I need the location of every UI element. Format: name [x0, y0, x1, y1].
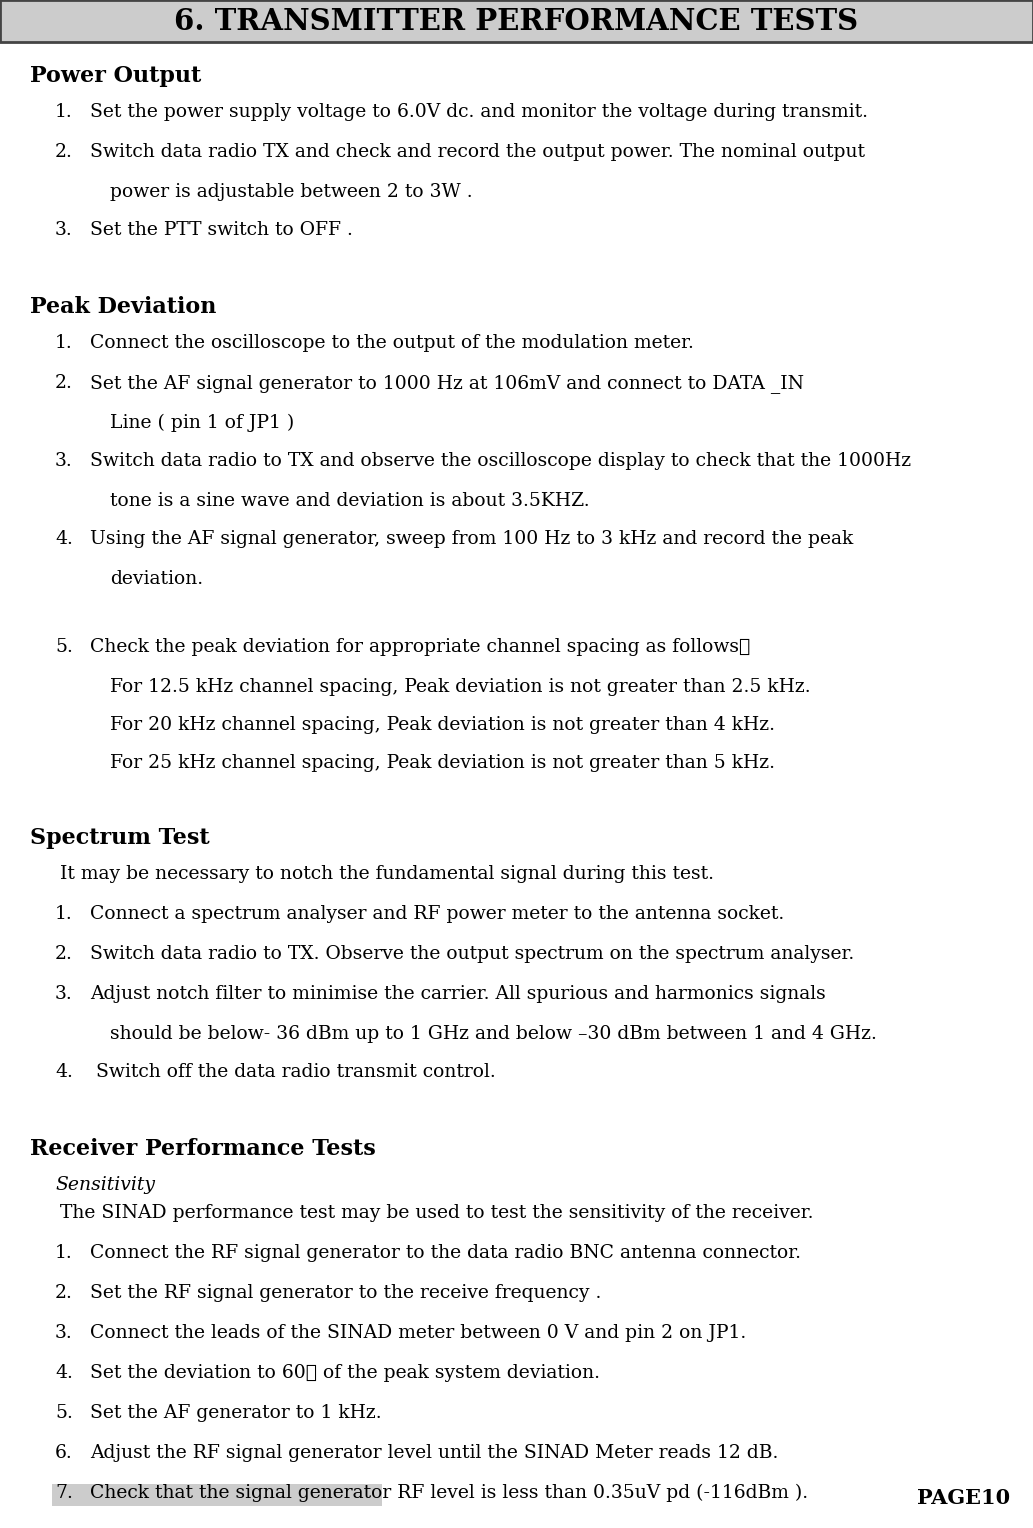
- Text: Peak Deviation: Peak Deviation: [30, 296, 216, 318]
- Text: Set the power supply voltage to 6.0V dc. and monitor the voltage during transmit: Set the power supply voltage to 6.0V dc.…: [90, 102, 868, 121]
- Text: Connect a spectrum analyser and RF power meter to the antenna socket.: Connect a spectrum analyser and RF power…: [90, 905, 784, 923]
- Text: 1.: 1.: [55, 102, 72, 121]
- Text: Switch data radio to TX and observe the oscilloscope display to check that the 1: Switch data radio to TX and observe the …: [90, 452, 911, 471]
- Text: 2.: 2.: [55, 1284, 73, 1302]
- Text: Set the AF signal generator to 1000 Hz at 106mV and connect to DATA _IN: Set the AF signal generator to 1000 Hz a…: [90, 374, 804, 393]
- Text: 6.: 6.: [55, 1444, 72, 1462]
- Text: 3.: 3.: [55, 452, 72, 471]
- Text: Adjust notch filter to minimise the carrier. All spurious and harmonics signals: Adjust notch filter to minimise the carr…: [90, 986, 825, 1002]
- Text: PAGE10: PAGE10: [917, 1488, 1010, 1508]
- Text: Switch data radio TX and check and record the output power. The nominal output: Switch data radio TX and check and recor…: [90, 144, 865, 160]
- Text: 5.: 5.: [55, 1404, 73, 1423]
- Text: Connect the oscilloscope to the output of the modulation meter.: Connect the oscilloscope to the output o…: [90, 335, 694, 351]
- Text: Using the AF signal generator, sweep from 100 Hz to 3 kHz and record the peak: Using the AF signal generator, sweep fro…: [90, 530, 853, 549]
- Text: Switch off the data radio transmit control.: Switch off the data radio transmit contr…: [90, 1063, 496, 1080]
- Text: tone is a sine wave and deviation is about 3.5KHZ.: tone is a sine wave and deviation is abo…: [109, 492, 590, 510]
- Text: Switch data radio to TX. Observe the output spectrum on the spectrum analyser.: Switch data radio to TX. Observe the out…: [90, 944, 854, 963]
- Text: For 25 kHz channel spacing, Peak deviation is not greater than 5 kHz.: For 25 kHz channel spacing, Peak deviati…: [109, 753, 775, 772]
- Text: 4.: 4.: [55, 1063, 73, 1080]
- FancyBboxPatch shape: [0, 0, 1033, 41]
- Text: Set the deviation to 60％ of the peak system deviation.: Set the deviation to 60％ of the peak sys…: [90, 1365, 600, 1381]
- Text: 2.: 2.: [55, 944, 73, 963]
- Text: It may be necessary to notch the fundamental signal during this test.: It may be necessary to notch the fundame…: [60, 865, 714, 883]
- Text: The SINAD performance test may be used to test the sensitivity of the receiver.: The SINAD performance test may be used t…: [60, 1204, 814, 1222]
- Text: 6. TRANSMITTER PERFORMANCE TESTS: 6. TRANSMITTER PERFORMANCE TESTS: [174, 6, 858, 35]
- Text: 4.: 4.: [55, 530, 73, 549]
- Text: 3.: 3.: [55, 986, 72, 1002]
- Text: Set the RF signal generator to the receive frequency .: Set the RF signal generator to the recei…: [90, 1284, 601, 1302]
- Text: 7.: 7.: [55, 1484, 73, 1502]
- Text: 3.: 3.: [55, 222, 72, 238]
- Text: Set the AF generator to 1 kHz.: Set the AF generator to 1 kHz.: [90, 1404, 381, 1423]
- Text: Sensitivity: Sensitivity: [55, 1177, 155, 1193]
- Text: Receiver Performance Tests: Receiver Performance Tests: [30, 1138, 376, 1160]
- Text: 4.: 4.: [55, 1365, 73, 1381]
- Text: 3.: 3.: [55, 1323, 72, 1342]
- Text: Power Output: Power Output: [30, 66, 201, 87]
- Text: For 20 kHz channel spacing, Peak deviation is not greater than 4 kHz.: For 20 kHz channel spacing, Peak deviati…: [109, 717, 775, 733]
- Text: Adjust the RF signal generator level until the SINAD Meter reads 12 dB.: Adjust the RF signal generator level unt…: [90, 1444, 779, 1462]
- Text: 5.: 5.: [55, 639, 73, 656]
- Text: Connect the RF signal generator to the data radio BNC antenna connector.: Connect the RF signal generator to the d…: [90, 1244, 801, 1262]
- Text: deviation.: deviation.: [109, 570, 204, 588]
- Text: 2.: 2.: [55, 144, 73, 160]
- Text: 1.: 1.: [55, 335, 72, 351]
- Text: 1.: 1.: [55, 905, 72, 923]
- Text: 1.: 1.: [55, 1244, 72, 1262]
- FancyBboxPatch shape: [52, 1484, 382, 1507]
- Text: For 12.5 kHz channel spacing, Peak deviation is not greater than 2.5 kHz.: For 12.5 kHz channel spacing, Peak devia…: [109, 678, 811, 695]
- Text: 2.: 2.: [55, 374, 73, 393]
- Text: Check that the signal generator RF level is less than 0.35uV pd (-116dBm ).: Check that the signal generator RF level…: [90, 1484, 808, 1502]
- Text: should be below- 36 dBm up to 1 GHz and below –30 dBm between 1 and 4 GHz.: should be below- 36 dBm up to 1 GHz and …: [109, 1025, 877, 1044]
- Text: Spectrum Test: Spectrum Test: [30, 827, 210, 850]
- Text: Line ( pin 1 of JP1 ): Line ( pin 1 of JP1 ): [109, 414, 294, 432]
- Text: Check the peak deviation for appropriate channel spacing as follows：: Check the peak deviation for appropriate…: [90, 639, 750, 656]
- Text: Set the PTT switch to OFF .: Set the PTT switch to OFF .: [90, 222, 353, 238]
- Text: Connect the leads of the SINAD meter between 0 V and pin 2 on JP1.: Connect the leads of the SINAD meter bet…: [90, 1323, 746, 1342]
- Text: power is adjustable between 2 to 3W .: power is adjustable between 2 to 3W .: [109, 183, 473, 202]
